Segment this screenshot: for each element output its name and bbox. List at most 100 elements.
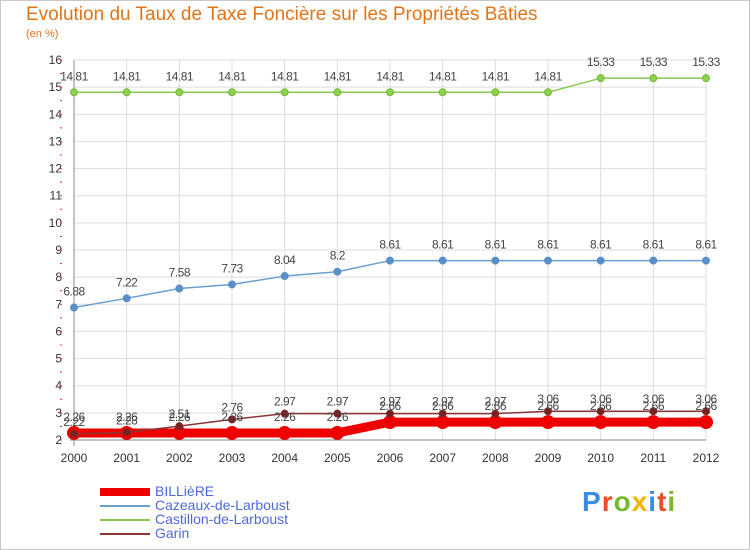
data-label: 2.97 <box>379 395 401 409</box>
data-point <box>649 74 658 83</box>
data-label: 2.97 <box>432 395 454 409</box>
data-label: 2.66 <box>590 399 612 413</box>
data-point <box>438 88 447 97</box>
data-point <box>544 256 552 265</box>
x-tick-label: 2008 <box>482 451 509 465</box>
data-point <box>70 430 78 439</box>
data-label: 3.06 <box>537 392 559 406</box>
data-label: 2.26 <box>116 410 138 424</box>
data-point <box>544 88 552 97</box>
data-point <box>225 425 239 440</box>
y-tick-label: 14 <box>49 107 63 121</box>
data-point <box>646 415 661 430</box>
legend-label: Castillon-de-Larboust <box>155 511 289 527</box>
y-tick-label: 5 <box>55 352 62 366</box>
data-point <box>699 415 713 430</box>
data-label: 3.06 <box>695 392 717 406</box>
data-label: 2.28 <box>116 413 138 427</box>
data-point <box>122 428 131 437</box>
logo-letter: t <box>657 486 668 517</box>
data-label: 2.76 <box>221 400 243 414</box>
data-label: 2.97 <box>274 395 296 409</box>
logo-letter: i <box>667 486 677 517</box>
x-tick-label: 2004 <box>271 451 298 465</box>
x-tick-label: 2005 <box>324 451 351 465</box>
data-label: 2.66 <box>695 399 717 413</box>
data-label: 14.81 <box>429 69 457 83</box>
data-point <box>175 284 184 293</box>
data-label: 2.51 <box>169 407 191 421</box>
data-label: 3.06 <box>643 392 665 406</box>
data-point <box>491 88 500 97</box>
data-label: 2.26 <box>274 410 296 424</box>
y-tick-label: 2 <box>55 433 62 447</box>
data-label: 8.61 <box>590 238 612 252</box>
data-label: 2.26 <box>63 410 85 424</box>
data-label: 14.81 <box>534 69 562 83</box>
data-point <box>122 88 131 97</box>
y-tick-label: 11 <box>50 189 63 203</box>
data-point <box>280 409 289 418</box>
data-point <box>649 407 658 416</box>
legend-swatch <box>100 488 150 496</box>
data-point <box>333 409 342 418</box>
data-point <box>541 415 555 430</box>
data-point <box>122 294 131 303</box>
logo-letter: r <box>601 486 614 517</box>
data-point <box>330 425 345 440</box>
data-labels: 2.26 2.26 2.26 2.26 2.26 2.26 2.66 2.66 2.66 2.66… <box>60 55 721 429</box>
data-label: 14.81 <box>271 69 299 83</box>
x-tick-label: 2012 <box>693 451 720 465</box>
data-point <box>491 256 500 265</box>
data-label: 14.81 <box>166 69 194 83</box>
data-point <box>386 409 394 418</box>
data-point <box>438 256 447 265</box>
data-point <box>544 407 552 416</box>
data-point <box>386 256 394 265</box>
y-tick-label: 3 <box>55 406 62 420</box>
data-label: 14.81 <box>113 69 141 83</box>
x-tick-label: 2003 <box>219 451 246 465</box>
y-tick-label: 4 <box>55 379 62 393</box>
data-point <box>70 88 78 97</box>
data-point <box>593 415 608 430</box>
data-label: 2.66 <box>537 399 559 413</box>
grid <box>74 59 707 440</box>
data-label: 2.97 <box>327 395 349 409</box>
data-label: 2.66 <box>432 399 454 413</box>
x-tick-label: 2001 <box>113 451 140 465</box>
data-label: 8.04 <box>274 253 296 267</box>
data-label: 14.81 <box>482 69 510 83</box>
data-label: 14.81 <box>218 69 246 83</box>
data-label: 2.26 <box>327 410 349 424</box>
data-point <box>702 256 710 265</box>
logo-letter: P <box>582 486 602 517</box>
data-point <box>333 88 342 97</box>
y-tick-label: 6 <box>55 324 62 338</box>
legend-swatch <box>100 533 150 535</box>
data-label: 2.22 <box>63 415 85 429</box>
data-label: 15.33 <box>640 55 668 69</box>
data-point <box>228 88 236 97</box>
legend-label: Cazeaux-de-Larboust <box>155 497 290 513</box>
y-tick-label: 10 <box>49 216 63 230</box>
y-tick-label: 15 <box>49 80 63 94</box>
proxiti-logo: Proxiti <box>582 486 676 518</box>
x-tick-label: 2007 <box>429 451 456 465</box>
x-tick-label: 2002 <box>166 451 193 465</box>
data-label: 6.88 <box>63 285 85 299</box>
data-point <box>596 256 605 265</box>
data-point <box>491 409 500 418</box>
y-tick-label: 8 <box>55 270 62 284</box>
legend-label: BILLièRE <box>155 483 215 499</box>
data-point <box>277 425 292 440</box>
logo-letter: o <box>613 486 632 517</box>
data-point <box>649 256 658 265</box>
data-label: 8.61 <box>643 238 665 252</box>
y-tick-label: 16 <box>49 53 63 67</box>
data-label: 8.61 <box>695 238 717 252</box>
data-label: 8.61 <box>379 238 401 252</box>
y-tick-label: 7 <box>55 297 62 311</box>
data-label: 2.66 <box>485 399 507 413</box>
